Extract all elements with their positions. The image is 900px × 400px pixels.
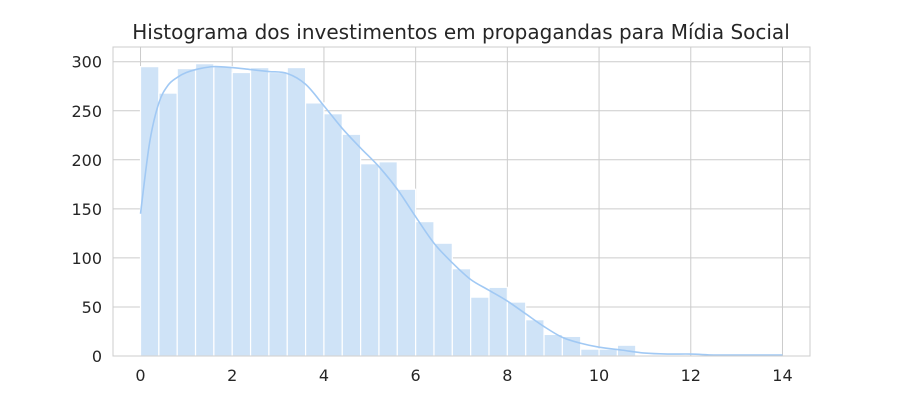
histogram-bar [304, 102, 325, 357]
x-tick-labels: 0 2 4 6 8 10 12 14 [135, 366, 792, 385]
histogram-bar [451, 268, 472, 357]
x-tick-label: 2 [227, 366, 237, 385]
histogram-bar [506, 301, 527, 357]
kde-line [139, 65, 783, 356]
x-tick-label: 14 [772, 366, 792, 385]
y-tick-label: 0 [92, 347, 102, 366]
histogram-bar [158, 92, 178, 357]
histogram-bar [268, 71, 288, 357]
y-tick-label: 250 [71, 102, 102, 121]
histogram-bar [488, 286, 508, 357]
histogram-bar [194, 63, 215, 357]
y-tick-label: 300 [71, 53, 102, 72]
histogram-bar [213, 66, 233, 357]
histogram-bar [396, 188, 417, 357]
histogram-bar [176, 67, 197, 357]
histogram-bar [286, 66, 307, 357]
chart-title: Histograma dos investimentos em propagan… [132, 20, 790, 44]
histogram-bar [323, 113, 343, 357]
histogram-bar [415, 221, 435, 357]
x-tick-label: 8 [502, 366, 512, 385]
histogram-bar [470, 296, 490, 357]
y-tick-label: 200 [71, 151, 102, 170]
x-tick-label: 6 [411, 366, 421, 385]
x-tick-label: 10 [589, 366, 609, 385]
x-tick-label: 12 [681, 366, 701, 385]
histogram-bar [249, 66, 270, 357]
y-tick-label: 150 [71, 200, 102, 219]
y-tick-labels: 0 50 100 150 200 250 300 [71, 53, 102, 366]
x-tick-label: 0 [135, 366, 145, 385]
y-tick-label: 50 [82, 298, 102, 317]
histogram-bar [341, 133, 362, 357]
histogram-bar [543, 333, 563, 357]
histogram-bar [580, 348, 600, 357]
plot-frame [112, 46, 811, 357]
y-tick-label: 100 [71, 249, 102, 268]
histogram-bar [378, 161, 398, 357]
histogram-bar [598, 348, 619, 357]
histogram-bar [231, 71, 252, 357]
x-tick-label: 4 [319, 366, 329, 385]
histogram-bar [360, 163, 380, 357]
